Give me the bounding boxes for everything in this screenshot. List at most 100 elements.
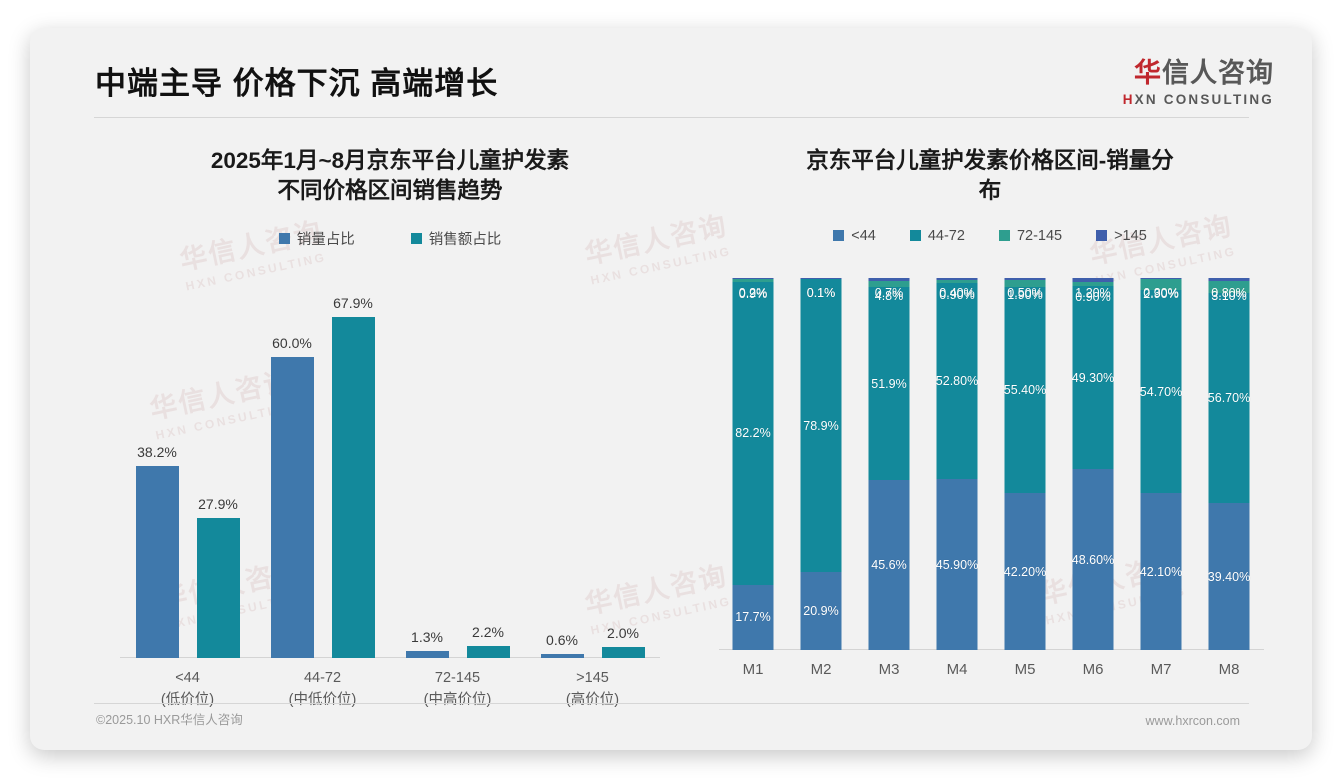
page-title: 中端主导 价格下沉 高端增长 <box>95 66 499 101</box>
right-chart-legend: <44 44-72 72-145 >145 <box>695 228 1285 244</box>
segment-value-label: 0.50% <box>1007 286 1043 301</box>
legend-label: >145 <box>1114 227 1147 244</box>
segment-value-label: 42.10% <box>1139 564 1183 579</box>
left-chart-legend: 销量占比 销售额占比 <box>90 228 690 249</box>
stack: 39.40% 56.70% 3.10% 0.80% <box>1208 278 1250 650</box>
bar-sales-value[interactable] <box>331 317 375 658</box>
segment-value-label: 82.2% <box>735 426 771 441</box>
bar-wrap: 1.3% <box>405 629 449 658</box>
bar-wrap: 0.6% <box>540 632 584 658</box>
segment-44-72[interactable]: 82.2% <box>732 282 774 585</box>
segment-44-72[interactable]: 51.9% <box>868 287 910 481</box>
left-chart-panel: 2025年1月~8月京东平台儿童护发素 不同价格区间销售趋势 销量占比 销售额占… <box>90 128 690 708</box>
segment-under-44[interactable]: 42.10% <box>1139 493 1183 650</box>
segment-44-72[interactable]: 56.70% <box>1208 292 1250 504</box>
legend-swatch-icon <box>278 232 290 244</box>
right-chart-panel: 京东平台儿童护发素价格区间-销量分 布 <44 44-72 72-145 >14… <box>695 128 1285 698</box>
segment-44-72[interactable]: 78.9% <box>800 278 842 573</box>
segment-72-145[interactable]: 2.90% <box>1140 279 1182 301</box>
segment-72-145[interactable]: 1.90% <box>1004 279 1046 302</box>
bar-group-bars: 60.0% 67.9% <box>255 295 390 658</box>
segment-value-label: 49.30% <box>1071 370 1115 385</box>
segment-value-label: 55.40% <box>1003 382 1047 397</box>
segment-under-44[interactable]: 39.40% <box>1208 503 1250 650</box>
segment-value-label: 45.6% <box>871 558 907 573</box>
segment-value-label: 45.90% <box>935 557 979 572</box>
left-chart-title-line1: 2025年1月~8月京东平台儿童护发素 <box>210 148 570 173</box>
segment-over-145[interactable]: 1.20% <box>1072 278 1114 300</box>
segment-under-44[interactable]: 42.20% <box>1003 493 1047 650</box>
header-divider <box>94 117 1249 118</box>
legend-swatch-icon <box>410 232 422 244</box>
legend-swatch-icon <box>833 230 845 242</box>
segment-under-44[interactable]: 45.90% <box>935 479 979 650</box>
segment-72-145[interactable]: 3.10% <box>1208 280 1250 303</box>
segment-value-label: 54.70% <box>1139 384 1183 399</box>
segment-under-44[interactable]: 48.60% <box>1071 469 1115 650</box>
x-tick-label: M2 <box>810 661 832 678</box>
legend-item-sales-volume[interactable]: 销量占比 <box>278 228 355 249</box>
stacked-column: 17.7% 82.2% 0.9% 0.2% M1 <box>719 278 787 678</box>
bar-wrap: 27.9% <box>196 496 240 658</box>
segment-under-44[interactable]: 17.7% <box>732 584 774 650</box>
segment-under-44[interactable]: 45.6% <box>868 480 910 650</box>
segment-value-label: 2.90% <box>1143 287 1179 302</box>
bar-sales-value[interactable] <box>196 518 240 658</box>
segment-over-145[interactable]: 0.7% <box>868 278 910 300</box>
bar-value-label: 0.6% <box>546 632 578 648</box>
x-tick-label: M1 <box>742 661 764 678</box>
x-axis-line <box>719 649 1264 650</box>
bar-wrap: 2.2% <box>466 624 510 658</box>
footer-divider <box>94 703 1249 704</box>
stacked-column: 39.40% 56.70% 3.10% 0.80% M8 <box>1195 278 1263 678</box>
segment-44-72[interactable]: 55.40% <box>1003 286 1047 494</box>
stack: 45.90% 52.80% 0.90% 0.40% <box>935 278 979 650</box>
segment-value-label: 0.80% <box>1211 286 1247 301</box>
x-tick-label: M3 <box>878 661 900 678</box>
bar-sales-volume[interactable] <box>270 357 314 658</box>
legend-item-72-145[interactable]: 72-145 <box>998 228 1062 244</box>
segment-over-145[interactable]: 0.30% <box>1140 278 1182 300</box>
bar-sales-volume[interactable] <box>405 651 449 658</box>
x-tick-label-main: >145 <box>576 670 609 686</box>
segment-72-145[interactable]: 0.90% <box>936 279 978 302</box>
stack: 45.6% 51.9% 4.8% 0.7% <box>868 278 910 650</box>
bar-sales-value[interactable] <box>466 646 510 658</box>
legend-item-over-145[interactable]: >145 <box>1096 228 1147 244</box>
legend-item-sales-value[interactable]: 销售额占比 <box>410 228 501 249</box>
left-chart-title-line2: 不同价格区间销售趋势 <box>277 177 503 203</box>
left-chart-title: 2025年1月~8月京东平台儿童护发素 不同价格区间销售趋势 <box>90 146 690 206</box>
segment-44-72[interactable]: 54.70% <box>1139 289 1183 494</box>
bar-sales-volume[interactable] <box>135 466 179 658</box>
legend-swatch-icon <box>998 230 1010 242</box>
bar-sales-value[interactable] <box>601 647 645 658</box>
segment-over-145[interactable]: 0.50% <box>1004 278 1046 300</box>
segment-value-label: 42.20% <box>1003 564 1047 579</box>
segment-over-145[interactable]: 0.80% <box>1208 278 1250 300</box>
legend-item-under-44[interactable]: <44 <box>833 228 876 244</box>
logo-en-rest: XN CONSULTING <box>1134 92 1274 107</box>
footer-website[interactable]: www.hxrcon.com <box>1145 714 1240 728</box>
bar-value-label: 1.3% <box>411 629 443 645</box>
segment-value-label: 1.20% <box>1075 286 1111 301</box>
bar-group-bars: 1.3% 2.2% <box>390 296 525 658</box>
segment-72-145[interactable]: 0.9% <box>732 278 774 301</box>
segment-value-label: 1.90% <box>1007 287 1043 302</box>
segment-under-44[interactable]: 20.9% <box>800 572 842 650</box>
footer-copyright: ©2025.10 HXR华信人咨询 <box>96 713 243 727</box>
segment-72-145[interactable]: 0.90% <box>1072 282 1114 304</box>
segment-over-145[interactable]: 0.2% <box>732 278 774 300</box>
stacked-column: 48.60% 49.30% 0.90% 1.20% M6 <box>1059 278 1127 678</box>
x-tick-label-main: 44-72 <box>303 670 342 686</box>
bar-sales-volume[interactable] <box>540 654 584 658</box>
legend-item-44-72[interactable]: 44-72 <box>909 227 965 244</box>
segment-over-145[interactable]: 0.40% <box>936 278 978 300</box>
segment-44-72[interactable]: 49.30% <box>1071 285 1115 470</box>
segment-72-145[interactable]: 4.8% <box>868 280 910 303</box>
segment-44-72[interactable]: 52.80% <box>936 282 978 480</box>
segment-value-label: 0.1% <box>806 286 836 301</box>
bar-value-label: 27.9% <box>198 496 238 512</box>
segment-value-label: 48.60% <box>1071 552 1115 567</box>
bar-wrap: 60.0% <box>270 335 314 658</box>
legend-label: 44-72 <box>927 227 965 244</box>
